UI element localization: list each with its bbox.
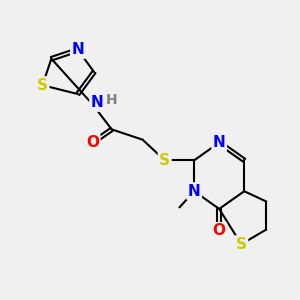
Text: N: N xyxy=(213,135,226,150)
Text: N: N xyxy=(188,184,200,199)
Text: S: S xyxy=(159,153,170,168)
Text: O: O xyxy=(86,135,99,150)
Text: S: S xyxy=(37,78,48,93)
Text: H: H xyxy=(106,93,118,107)
Text: N: N xyxy=(71,42,84,57)
Text: N: N xyxy=(91,95,103,110)
Text: O: O xyxy=(213,224,226,238)
Text: S: S xyxy=(236,237,247,252)
